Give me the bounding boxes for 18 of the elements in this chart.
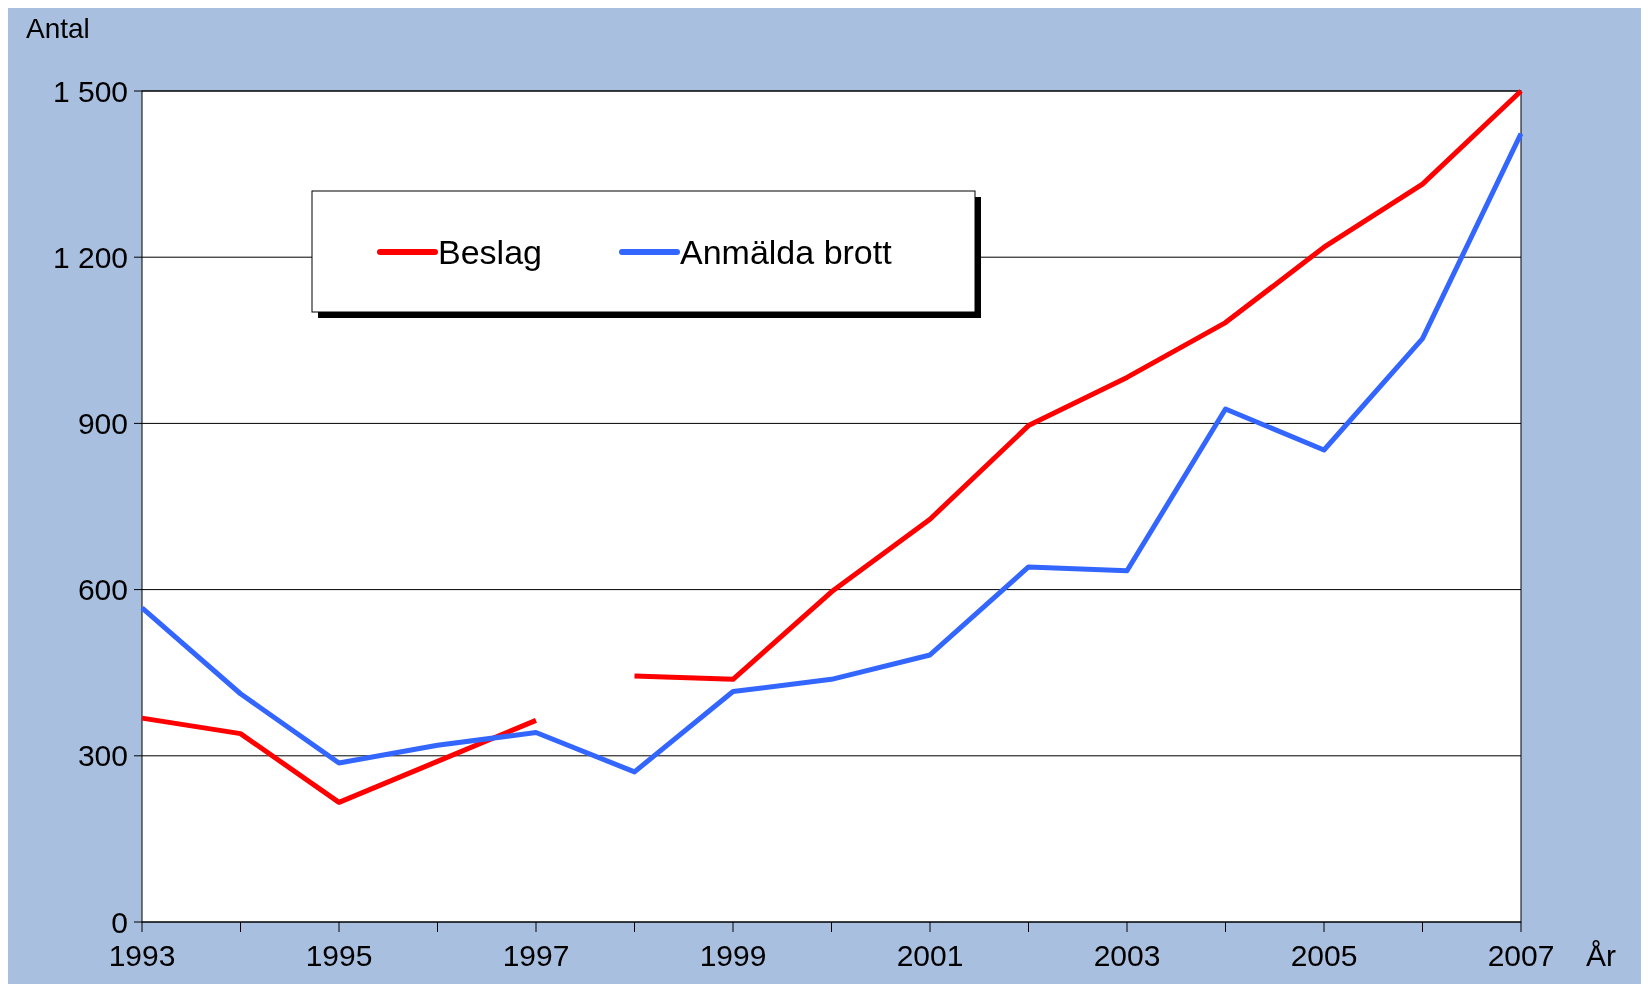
y-tick-label: 1 200: [52, 240, 128, 274]
x-axis-title: År: [1586, 939, 1617, 972]
x-tick-label: 1993: [108, 939, 176, 972]
y-tick-label: 1 500: [52, 74, 128, 108]
x-tick-label: 2003: [1093, 939, 1161, 972]
legend-label: Beslag: [438, 232, 542, 271]
y-tick-label: 900: [77, 406, 128, 440]
x-tick-label: 2007: [1487, 939, 1555, 972]
x-tick-label: 1995: [305, 939, 373, 972]
x-tick-label: 2001: [896, 939, 964, 972]
legend-label: Anmälda brott: [680, 232, 893, 271]
y-axis-title: Antal: [26, 13, 90, 44]
y-tick-label: 300: [77, 739, 128, 773]
y-tick-label: 600: [77, 573, 128, 607]
x-tick-label: 1997: [502, 939, 570, 972]
x-tick-label: 1999: [699, 939, 767, 972]
y-tick-label: 0: [111, 905, 128, 939]
x-tick-label: 2005: [1290, 939, 1358, 972]
